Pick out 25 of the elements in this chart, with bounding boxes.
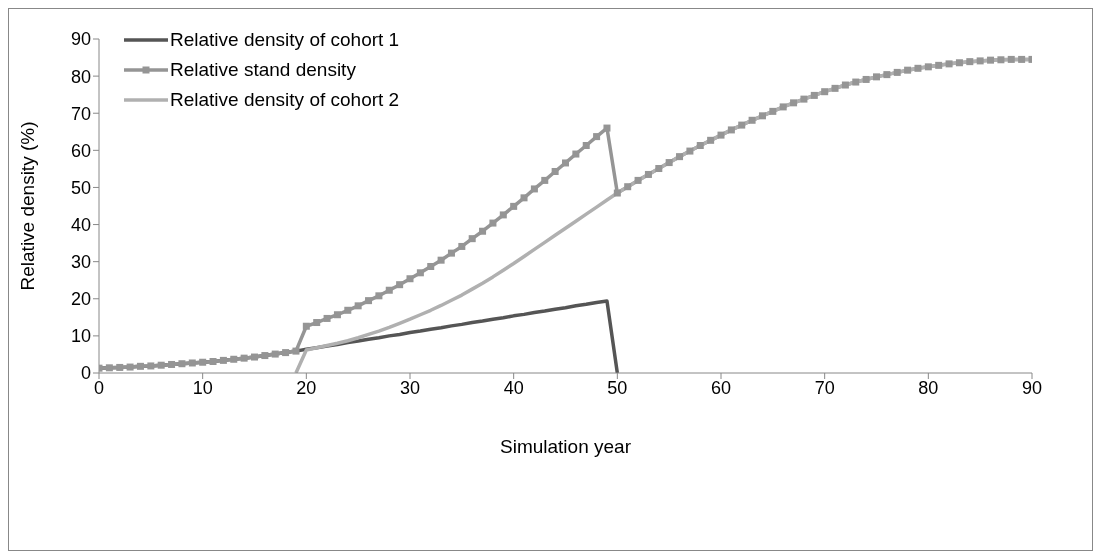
x-axis-title: Simulation year (500, 436, 632, 457)
y-axis-title: Relative density (%) (16, 121, 38, 291)
y-tick-label: 60 (70, 140, 91, 161)
legend-label: Relative density of cohort 1 (170, 29, 400, 51)
x-tick-label: 0 (93, 377, 105, 398)
y-tick-label: 70 (70, 103, 91, 124)
x-tick-label: 30 (399, 377, 421, 398)
legend-label: Relative stand density (170, 59, 356, 81)
legend-label: Relative density of cohort 2 (170, 89, 400, 111)
y-tick-label: 90 (70, 29, 91, 50)
y-tick-label: 50 (70, 177, 91, 198)
x-tick-label: 80 (918, 377, 939, 398)
x-tick-label: 60 (710, 377, 732, 398)
y-tick-label: 0 (80, 363, 91, 384)
x-tick-label: 70 (814, 377, 835, 398)
y-tick-label: 40 (70, 214, 91, 235)
y-tick-label: 10 (70, 326, 91, 347)
x-tick-label: 50 (607, 377, 628, 398)
y-tick-label: 30 (70, 252, 91, 273)
x-tick-label: 20 (296, 377, 317, 398)
x-tick-label: 40 (503, 377, 524, 398)
x-tick-label: 90 (1021, 377, 1043, 398)
y-tick-label: 80 (70, 66, 91, 87)
y-tick-label: 20 (70, 289, 91, 310)
x-tick-label: 10 (192, 377, 213, 398)
